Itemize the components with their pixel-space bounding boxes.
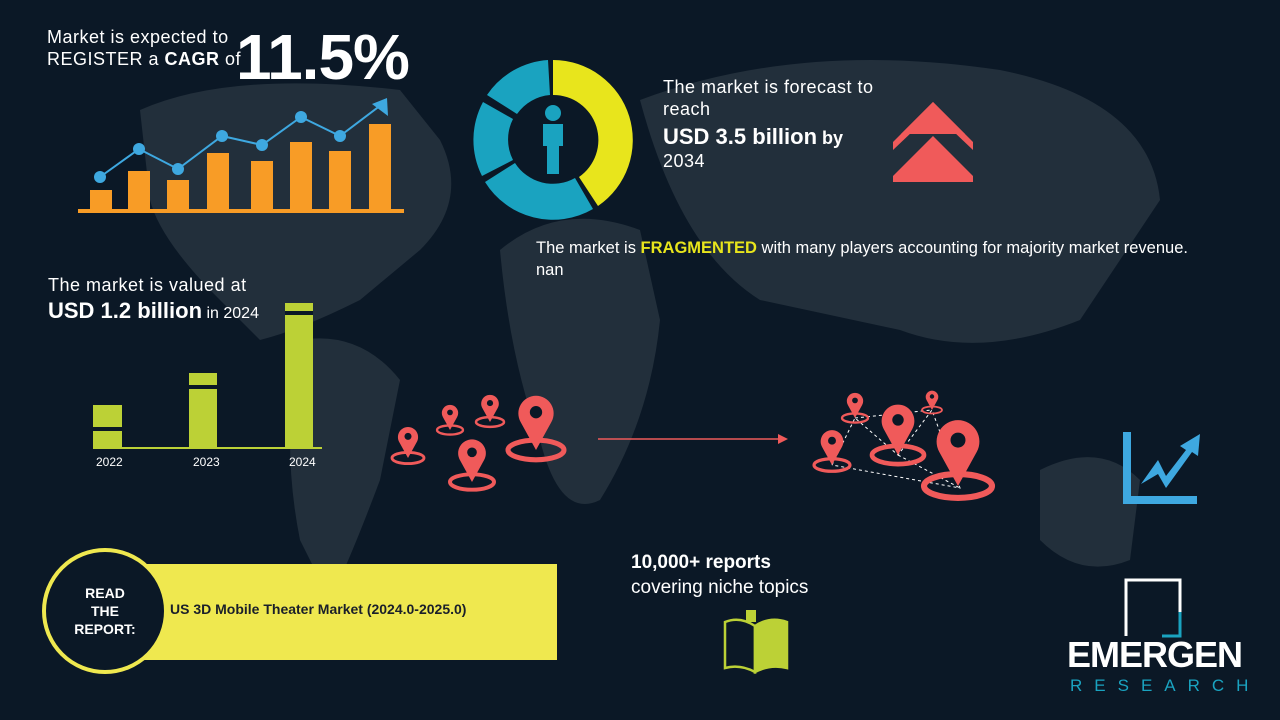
arrow-right	[598, 434, 788, 444]
double-chevron-up-icon	[893, 102, 973, 182]
network-pins-icon	[814, 391, 992, 498]
bar-2022	[93, 405, 122, 448]
cagr-value: 11.5%	[236, 21, 410, 93]
year-label: 2023	[193, 455, 220, 469]
reports-text: 10,000+ reports covering niche topics	[631, 552, 809, 598]
book-icon	[723, 610, 789, 675]
logo-mark	[1124, 578, 1182, 638]
read-report-banner[interactable]	[130, 564, 557, 660]
logo-sub: RESEARCH	[1070, 676, 1261, 695]
bar-2024	[285, 303, 313, 448]
year-label: 2024	[289, 455, 316, 469]
trend-up-icon	[1123, 432, 1200, 504]
donut-person-icon	[473, 60, 633, 220]
valued-text: The market is valued at USD 1.2 billion …	[48, 275, 259, 323]
year-label: 2022	[96, 455, 123, 469]
fragmented-text: The market is FRAGMENTED with many playe…	[536, 239, 1188, 279]
revenue-bars	[93, 303, 322, 449]
cagr-text: Market is expected to REGISTER a CAGR of	[47, 27, 242, 69]
location-pins-icon	[392, 395, 564, 490]
report-title[interactable]: US 3D Mobile Theater Market (2024.0-2025…	[170, 601, 467, 617]
growth-chart-icon	[78, 98, 404, 213]
bar-2023	[189, 373, 217, 448]
read-report-circle[interactable]: READ THE REPORT:	[42, 548, 168, 674]
forecast-text: The market is forecast to reach USD 3.5 …	[663, 77, 874, 171]
logo-name: EMERGEN	[1067, 634, 1243, 675]
